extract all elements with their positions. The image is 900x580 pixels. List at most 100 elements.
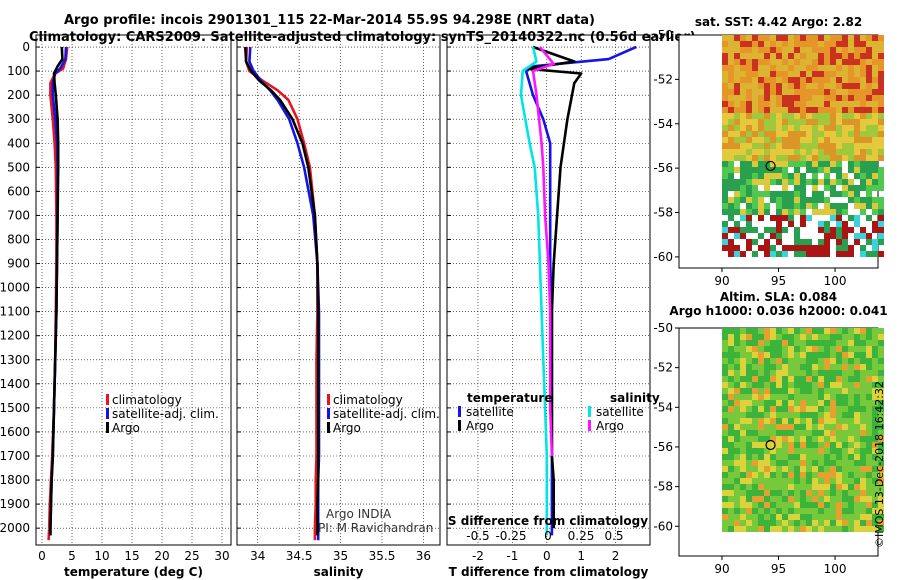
map-cell (746, 113, 752, 119)
map-cell (848, 424, 854, 430)
map-cell (788, 197, 794, 203)
map-cell (758, 89, 764, 95)
map-cell (842, 412, 848, 418)
map-cell (806, 430, 812, 436)
map-cell (722, 137, 728, 143)
map-cell (722, 382, 728, 388)
map-cell (776, 227, 782, 233)
map-cell (800, 131, 806, 137)
depth-tick-label: 1800 (0, 473, 30, 487)
map-cell (800, 107, 806, 113)
map-cell (722, 83, 728, 89)
imos-stamp: ©IMOS 13-Dec-2018 16:42:32 (873, 381, 886, 548)
map-cell (788, 442, 794, 448)
map-cell (776, 41, 782, 47)
map-cell (752, 448, 758, 454)
map-cell (866, 35, 872, 41)
map-cell (734, 113, 740, 119)
map-cell (824, 526, 830, 532)
map-cell (776, 197, 782, 203)
map-cell (860, 251, 866, 257)
map-cell (728, 185, 734, 191)
map-cell (728, 125, 734, 131)
map-cell (806, 197, 812, 203)
x-tick-label: 35.5 (369, 549, 396, 563)
map-cell (824, 334, 830, 340)
map-cell (830, 215, 836, 221)
map-cell (800, 119, 806, 125)
map-cell (866, 370, 872, 376)
map-cell (854, 382, 860, 388)
map-cell (806, 89, 812, 95)
map-cell (740, 364, 746, 370)
map-cell (818, 149, 824, 155)
map-cell (734, 490, 740, 496)
map-cell (740, 466, 746, 472)
map-cell (734, 119, 740, 125)
map-cell (794, 358, 800, 364)
map-cell (728, 466, 734, 472)
map-cell (812, 149, 818, 155)
map-cell (782, 203, 788, 209)
map-cell (770, 460, 776, 466)
map-cell (800, 472, 806, 478)
map-cell (776, 454, 782, 460)
map-cell (758, 209, 764, 215)
map-cell (782, 400, 788, 406)
map-cell (776, 424, 782, 430)
map-cell (878, 502, 884, 508)
map-cell (866, 484, 872, 490)
map-cell (878, 448, 884, 454)
map-cell (848, 119, 854, 125)
map-cell (782, 107, 788, 113)
float-position-marker (765, 439, 776, 451)
map-cell (734, 203, 740, 209)
map-cell (746, 215, 752, 221)
map-cell (746, 334, 752, 340)
map-cell (836, 215, 842, 221)
map-cell (776, 101, 782, 107)
map-cell (812, 101, 818, 107)
map-cell (800, 251, 806, 257)
map-cell (824, 119, 830, 125)
map-cell (764, 167, 770, 173)
map-cell (866, 131, 872, 137)
map-cell (788, 376, 794, 382)
map-cell (818, 35, 824, 41)
map-cell (734, 179, 740, 185)
map-cell (764, 370, 770, 376)
map-cell (782, 209, 788, 215)
map-cell (824, 53, 830, 59)
map-cell (758, 484, 764, 490)
map-cell (806, 245, 812, 251)
map-cell (800, 502, 806, 508)
map-cell (824, 520, 830, 526)
map-cell (794, 125, 800, 131)
map-cell (728, 167, 734, 173)
map-cell (818, 47, 824, 53)
map-cell (794, 101, 800, 107)
map-cell (722, 478, 728, 484)
map-cell (848, 143, 854, 149)
map-cell (734, 191, 740, 197)
map-cell (860, 400, 866, 406)
map-cell (842, 376, 848, 382)
map-x-tick-label: 90 (714, 274, 729, 288)
map-cell (770, 53, 776, 59)
map-cell (752, 430, 758, 436)
map-cell (860, 490, 866, 496)
map-cell (824, 424, 830, 430)
map-cell (776, 137, 782, 143)
map-cell (722, 388, 728, 394)
map-cell (818, 430, 824, 436)
map-cell (848, 107, 854, 113)
map-cell (824, 472, 830, 478)
map-cell (800, 179, 806, 185)
map-cell (800, 137, 806, 143)
map-cell (878, 173, 884, 179)
map-cell (776, 460, 782, 466)
map-cell (848, 334, 854, 340)
map-cell (776, 526, 782, 532)
map-cell (770, 358, 776, 364)
map-cell (770, 412, 776, 418)
